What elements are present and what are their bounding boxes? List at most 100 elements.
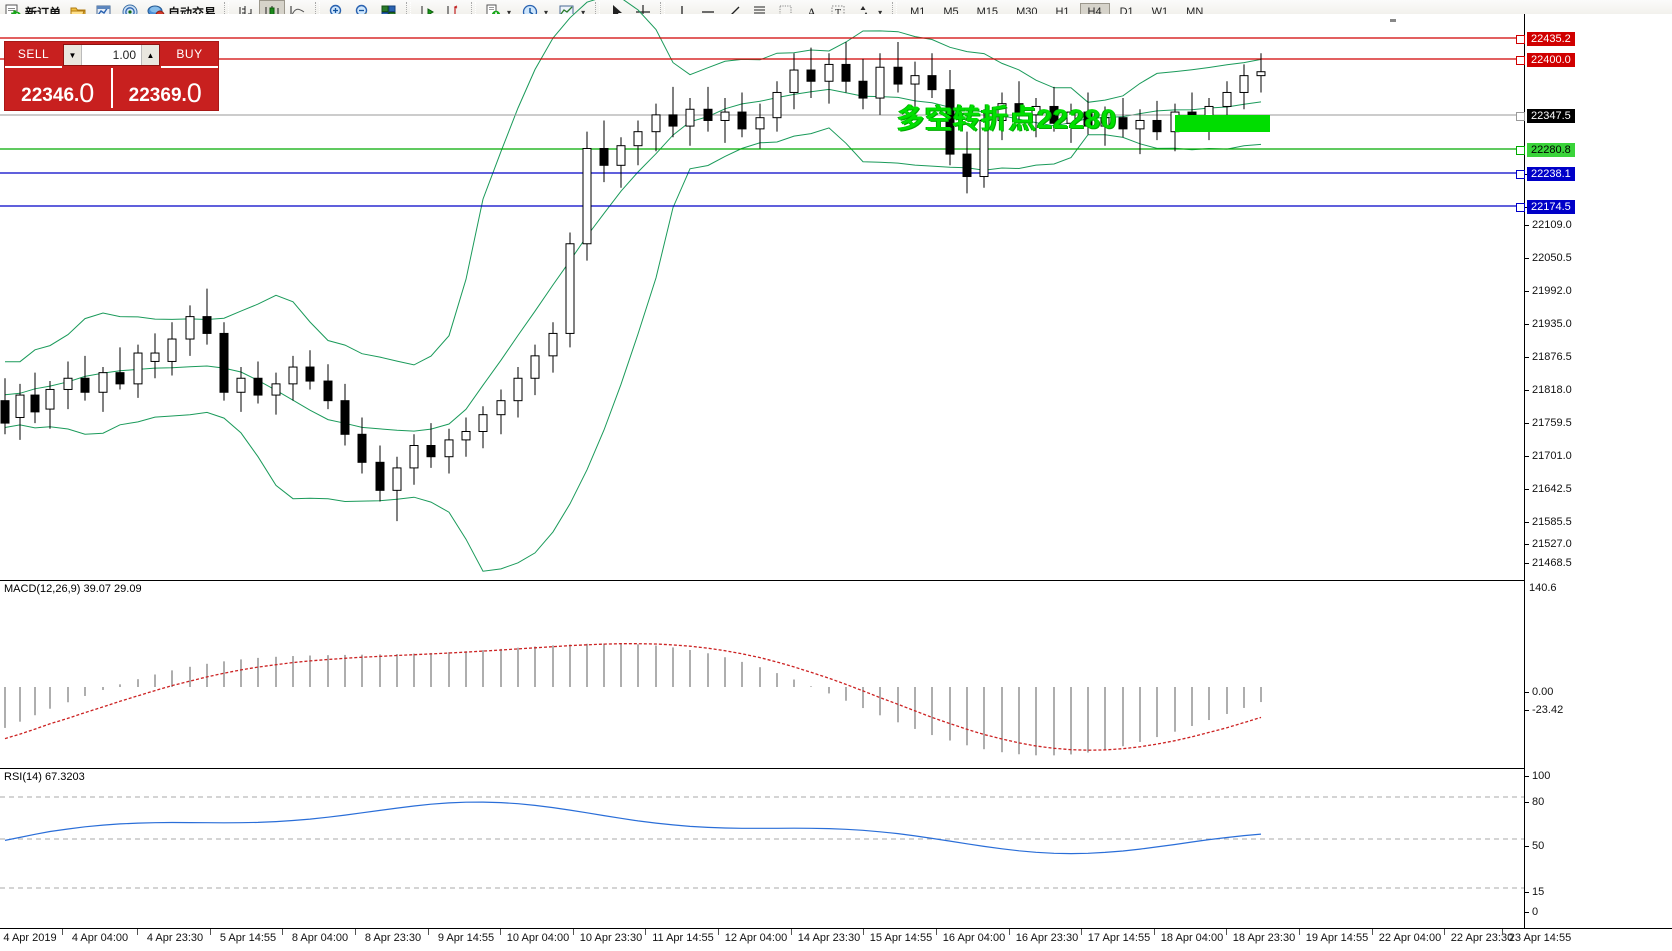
time-tick: 10 Apr 23:30 (579, 932, 643, 944)
sell-price[interactable]: 22346 . 0 (5, 68, 113, 108)
price-level-resistance-round[interactable]: 22400.0 (1527, 53, 1575, 67)
sell-button[interactable]: SELL (5, 42, 62, 68)
time-tick: 22 Apr 23:30 (1450, 932, 1514, 944)
price-tick: 21935.0 (1525, 318, 1572, 330)
price-level-handle[interactable] (1516, 35, 1525, 44)
time-tick: 4 Apr 2019 (3, 932, 57, 944)
scroll-indicator[interactable] (1390, 19, 1396, 22)
volume-down-icon[interactable]: ▼ (64, 45, 82, 65)
price-level-handle[interactable] (1516, 170, 1525, 179)
price-scale[interactable]: 22226.022167.522109.022050.521992.021935… (1524, 14, 1672, 928)
toolbar-separator (660, 2, 666, 22)
sell-price-main: 22346 (21, 85, 75, 106)
price-level-support-blue-1[interactable]: 22238.1 (1527, 167, 1575, 181)
time-separator (428, 929, 429, 935)
rsi-pane[interactable]: RSI(14) 67.3203 (0, 768, 1672, 929)
time-tick: 8 Apr 23:30 (364, 932, 422, 944)
time-tick: 16 Apr 04:00 (942, 932, 1006, 944)
price-level-handle[interactable] (1516, 56, 1525, 65)
price-tick: 21527.0 (1525, 538, 1572, 550)
time-separator (1081, 929, 1082, 935)
time-tick: 11 Apr 14:55 (652, 932, 714, 944)
chevron-down-icon[interactable]: ▾ (581, 7, 586, 17)
time-separator (1502, 929, 1503, 935)
time-tick: 16 Apr 23:30 (1015, 932, 1079, 944)
time-tick: 9 Apr 14:55 (437, 932, 495, 944)
rsi-scale-tick: 50 (1525, 840, 1544, 852)
chevron-down-icon[interactable]: ▾ (507, 7, 512, 17)
rsi-scale-tick: 80 (1525, 796, 1544, 808)
time-separator (355, 929, 356, 935)
toolbar-separator (224, 2, 230, 22)
time-separator (1009, 929, 1010, 935)
macd-pane[interactable]: MACD(12,26,9) 39.07 29.09 (0, 580, 1672, 769)
time-separator (62, 929, 63, 935)
price-tick: 21818.0 (1525, 384, 1572, 396)
volume-input[interactable]: 1.00 (112, 48, 136, 62)
time-tick: 17 Apr 14:55 (1087, 932, 1151, 944)
price-tick: 21701.0 (1525, 450, 1572, 462)
one-click-trading-panel[interactable]: SELL ▼ 1.00 ▲ BUY 22346 . 0 22369 . 0 (4, 41, 219, 111)
time-tick: 5 Apr 14:55 (219, 932, 277, 944)
time-tick: 10 Apr 04:00 (506, 932, 570, 944)
time-tick: 4 Apr 23:30 (146, 932, 204, 944)
time-separator (936, 929, 937, 935)
time-tick: 8 Apr 04:00 (291, 932, 349, 944)
price-tick: 21992.0 (1525, 285, 1572, 297)
svg-text:A: A (807, 5, 817, 20)
time-tick: 4 Apr 04:00 (71, 932, 129, 944)
horizontal-line-icon (699, 3, 717, 21)
macd-scale-tick: 0.00 (1525, 686, 1553, 698)
time-separator (1372, 929, 1373, 935)
buy-price-fraction: 0 (186, 78, 202, 109)
price-tick: 22050.5 (1525, 252, 1572, 264)
time-separator (1154, 929, 1155, 935)
buy-price-main: 22369 (128, 85, 182, 106)
toolbar-separator (892, 2, 898, 22)
time-tick: 23 Apr 14:55 (1508, 932, 1572, 944)
price-chart-canvas (0, 0, 1524, 572)
toolbar-separator (471, 2, 477, 22)
price-level-handle[interactable] (1516, 146, 1525, 155)
price-level-pivot-green[interactable]: 22280.8 (1527, 143, 1575, 157)
highlight-band (1175, 115, 1270, 132)
rsi-canvas (0, 796, 1524, 889)
time-separator (863, 929, 864, 935)
macd-scale-tick: 140.6 (1529, 582, 1557, 594)
price-level-handle[interactable] (1516, 112, 1525, 121)
price-level-support-blue-2[interactable]: 22174.5 (1527, 200, 1575, 214)
time-separator (282, 929, 283, 935)
price-tick: 21468.5 (1525, 557, 1572, 569)
toolbar-separator (406, 2, 412, 22)
time-separator (210, 929, 211, 935)
rsi-scale-tick: 0 (1525, 906, 1538, 918)
text-icon: A (803, 3, 821, 21)
volume-up-icon[interactable]: ▲ (141, 45, 159, 65)
time-tick: 19 Apr 14:55 (1305, 932, 1369, 944)
volume-stepper[interactable]: ▼ 1.00 ▲ (63, 44, 160, 66)
chevron-down-icon[interactable]: ▾ (878, 7, 883, 17)
time-separator (1299, 929, 1300, 935)
rsi-scale-tick: 15 (1525, 886, 1544, 898)
price-level-resistance-upper[interactable]: 22435.2 (1527, 32, 1575, 46)
time-separator (791, 929, 792, 935)
time-separator (1226, 929, 1227, 935)
price-level-handle[interactable] (1516, 203, 1525, 212)
buy-price[interactable]: 22369 . 0 (113, 68, 219, 108)
toolbar-separator (315, 2, 321, 22)
horizontal-line-button[interactable] (695, 0, 721, 24)
price-chart-pane[interactable]: 多空转折点22280 (0, 0, 1672, 580)
chart-annotation-text: 多空转折点22280 (897, 104, 1118, 134)
text-button[interactable]: A (799, 0, 825, 24)
time-separator (645, 929, 646, 935)
buy-button[interactable]: BUY (161, 42, 218, 68)
price-tick: 21876.5 (1525, 351, 1572, 363)
time-scale[interactable]: 4 Apr 2019 4 Apr 04:00 4 Apr 23:30 5 Apr 14… (0, 928, 1672, 951)
chevron-down-icon[interactable]: ▾ (544, 7, 549, 17)
time-tick: 12 Apr 04:00 (724, 932, 788, 944)
macd-scale-tick: -23.42 (1525, 704, 1563, 716)
time-separator (1444, 929, 1445, 935)
price-level-current-price[interactable]: 22347.5 (1527, 109, 1575, 123)
time-tick: 14 Apr 23:30 (797, 932, 861, 944)
